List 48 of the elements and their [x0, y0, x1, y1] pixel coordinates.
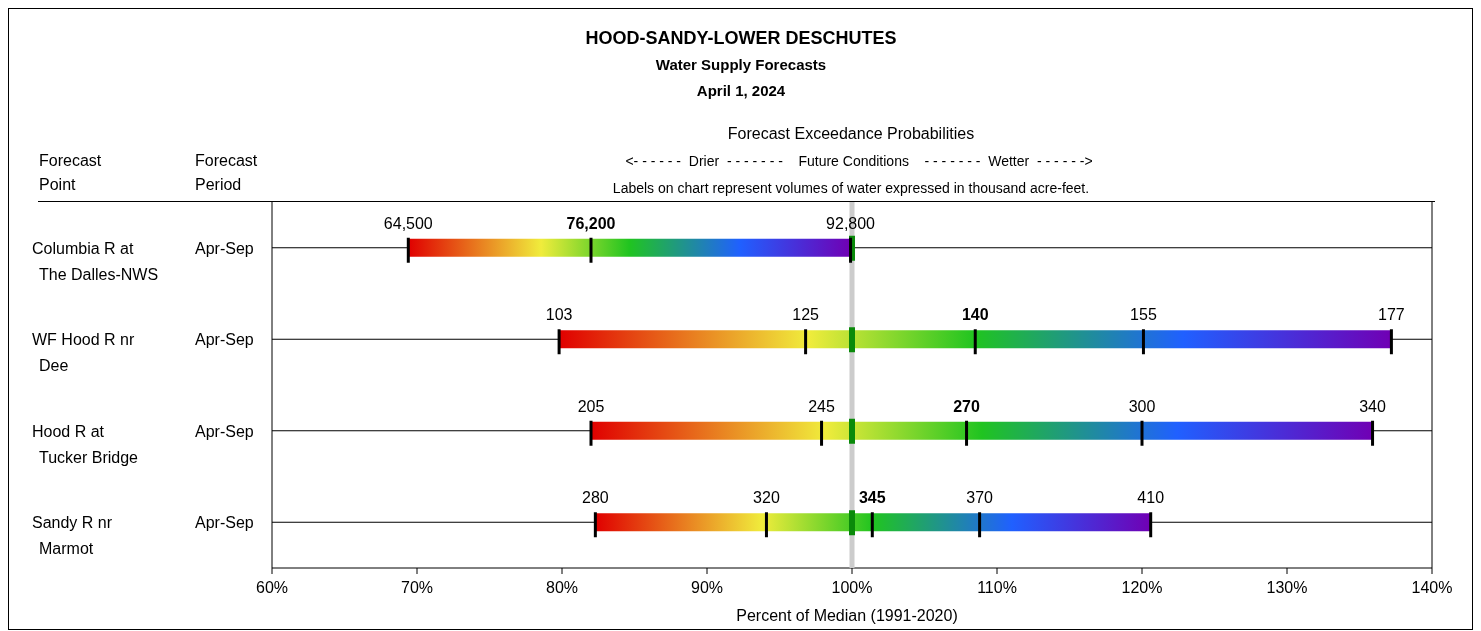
- bar: [408, 238, 591, 257]
- text: Apr-Sep: [195, 514, 254, 532]
- x-tick-label: 130%: [1266, 579, 1308, 596]
- text: Apr-Sep: [195, 331, 254, 349]
- x-tick-label: 140%: [1411, 579, 1453, 596]
- annotation: 92,800: [826, 214, 876, 232]
- annotation: 64,500: [383, 214, 433, 232]
- chart-subtitle: Water Supply Forecasts: [655, 56, 827, 73]
- annotation: 340: [1359, 397, 1386, 415]
- annotation: 125: [792, 306, 820, 324]
- annotation: 280: [582, 489, 609, 507]
- x-tick-label: 120%: [1121, 579, 1163, 596]
- x-tick-label: 70%: [400, 579, 434, 596]
- y-tick-label: Columbia R at The Dalles-NWS: [32, 239, 159, 283]
- x-tick-label: 80%: [545, 579, 579, 596]
- annotation: 103: [545, 306, 573, 324]
- annotation: 410: [1137, 489, 1165, 507]
- annotation: 300: [1128, 397, 1156, 415]
- bar: [975, 330, 1392, 349]
- text: April 1, 2024: [696, 82, 786, 99]
- annotation: 177: [1378, 306, 1405, 324]
- text: Forecast Period: [195, 152, 258, 193]
- x-axis-title: Percent of Median (1991-2020): [736, 607, 958, 624]
- x-tick-label: 110%: [977, 579, 1017, 596]
- text: Forecast Exceedance Probabilities: [727, 125, 975, 142]
- annotation: 245: [808, 397, 835, 415]
- chart-title: HOOD-SANDY-LOWER DESCHUTES: [585, 28, 897, 48]
- text: Forecast Point: [39, 152, 102, 193]
- x-tick-label: 90%: [690, 579, 724, 596]
- bar: [966, 421, 1373, 440]
- annotation: 205: [577, 397, 605, 415]
- text: Apr-Sep: [195, 239, 254, 257]
- annotation: 155: [1130, 306, 1157, 324]
- annotation: 140: [961, 306, 989, 324]
- x-tick-label: 100%: [831, 579, 873, 596]
- annotation: 320: [753, 489, 780, 507]
- y-tick-label: Hood R at Tucker Bridge: [32, 422, 139, 466]
- bar: [872, 513, 1151, 532]
- text: <- - - - - - Drier - - - - - - - Future Conditions - - - - - - - Wetter - - - - - ->: [625, 153, 1093, 169]
- annotation: 76,200: [566, 214, 616, 232]
- text: Apr-Sep: [195, 422, 254, 440]
- text: Labels on chart represent volumes of water expressed in thousand acre-feet.: [612, 180, 1090, 196]
- y-tick-label: WF Hood R nr Dee: [32, 331, 135, 375]
- annotation: 270: [953, 397, 980, 415]
- y-tick-label: Sandy R nr Marmot: [32, 514, 113, 558]
- x-tick-label: 60%: [255, 579, 289, 596]
- annotation: 370: [966, 489, 994, 507]
- annotation: 345: [858, 489, 886, 507]
